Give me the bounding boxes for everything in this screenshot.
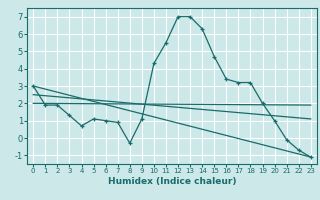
X-axis label: Humidex (Indice chaleur): Humidex (Indice chaleur) bbox=[108, 177, 236, 186]
